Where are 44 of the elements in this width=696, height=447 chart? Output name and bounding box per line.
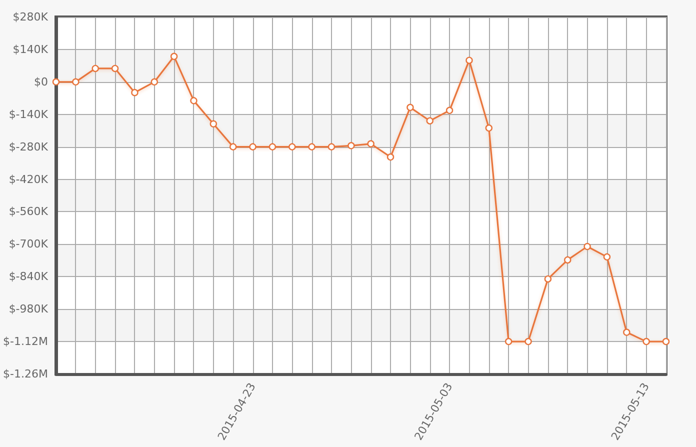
y-tick-label: $-280K (8, 140, 49, 154)
point (662, 338, 670, 346)
y-tick-label: $-1.12M (3, 335, 48, 348)
point (426, 117, 434, 124)
point (288, 143, 296, 150)
point (367, 140, 374, 148)
y-tick-label: $280K (12, 10, 49, 24)
y-tick-label: $-560K (8, 205, 49, 218)
point (406, 104, 414, 112)
point (564, 256, 572, 264)
point (308, 143, 316, 150)
point (642, 338, 650, 346)
point (386, 153, 394, 161)
point (52, 78, 60, 86)
point (504, 338, 512, 346)
point (111, 64, 119, 72)
point (131, 88, 138, 96)
point (150, 78, 158, 86)
y-tick-label: $-140K (8, 108, 49, 121)
point (268, 143, 276, 150)
y-tick-label: $140K (12, 42, 49, 56)
point (72, 78, 80, 86)
point (170, 52, 178, 60)
point (210, 120, 218, 128)
point (623, 328, 630, 336)
point (230, 143, 237, 150)
point (524, 338, 532, 346)
y-tick-label: $-840K (8, 270, 49, 284)
point (249, 143, 256, 150)
y-tick-label: $-1.26M (3, 368, 48, 380)
point (92, 64, 99, 72)
point (446, 106, 454, 114)
y-tick-label: $0 (34, 75, 48, 88)
point (466, 56, 473, 64)
point (544, 275, 552, 283)
point (603, 253, 611, 261)
y-tick-label: $-420K (8, 172, 49, 186)
point (348, 142, 355, 150)
point (190, 97, 198, 104)
point (584, 242, 591, 250)
y-tick-label: $-980K (8, 302, 49, 316)
y-tick-label: $-700K (8, 238, 49, 251)
point (485, 124, 493, 132)
point (328, 143, 336, 150)
